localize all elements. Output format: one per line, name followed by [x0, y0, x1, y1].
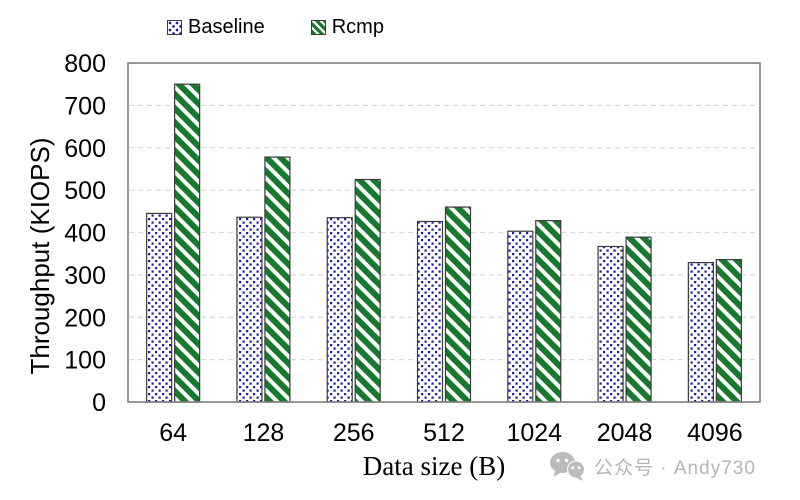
bar-rcmp-4096: [715, 259, 742, 403]
rcmp-pattern-swatch-icon: [310, 19, 326, 35]
bar-rcmp-1024: [535, 220, 562, 403]
y-tick-label: 200: [64, 304, 106, 332]
y-tick-label: 700: [64, 92, 106, 120]
y-tick-labels: 0 100 200 300 400 500 600 700 800: [64, 50, 106, 417]
y-tick-label: 0: [92, 389, 106, 417]
y-tick-label: 500: [64, 177, 106, 205]
legend-label-rcmp: Rcmp: [331, 16, 384, 38]
x-tick-label: 1024: [506, 419, 562, 447]
bar-baseline-64: [146, 212, 173, 403]
bars: [146, 83, 742, 403]
baseline-pattern-swatch-icon: [167, 19, 182, 35]
x-tick-label: 64: [159, 419, 187, 447]
y-tick-label: 800: [64, 50, 106, 78]
legend-label-baseline: Baseline: [188, 16, 265, 38]
bar-baseline-2048: [597, 245, 624, 403]
y-tick-label: 400: [64, 220, 106, 248]
wechat-icon: [550, 452, 585, 481]
x-tick-label: 512: [423, 419, 465, 447]
plot-frame: [127, 62, 761, 403]
legend-item-baseline: Baseline: [167, 17, 265, 37]
x-tick-labels: 64 128 256 512 1024 2048 4096: [159, 419, 742, 447]
gridlines: [129, 104, 759, 361]
bar-rcmp-256: [354, 178, 381, 403]
x-tick-label: 4096: [687, 419, 743, 447]
legend: Baseline Rcmp: [167, 17, 384, 37]
y-tick-label: 100: [64, 347, 106, 375]
x-tick-label: 2048: [597, 419, 653, 447]
legend-item-rcmp: Rcmp: [310, 16, 384, 38]
bar-baseline-128: [236, 216, 263, 403]
watermark-text: 公众号 · Andy730: [594, 458, 756, 479]
watermark: 公众号 · Andy730: [549, 451, 756, 482]
bar-baseline-256: [326, 217, 353, 403]
bar-baseline-1024: [507, 230, 534, 403]
y-tick-label: 300: [64, 262, 106, 290]
bar-rcmp-512: [444, 206, 472, 403]
bar-baseline-4096: [687, 261, 714, 403]
x-tick-label: 256: [333, 419, 375, 447]
bar-rcmp-64: [174, 83, 201, 403]
bar-baseline-512: [416, 220, 444, 403]
x-axis-title: Data size (B): [362, 451, 506, 481]
bar-rcmp-2048: [625, 236, 652, 403]
x-tick-label: 128: [243, 419, 285, 447]
y-tick-label: 600: [64, 135, 106, 163]
bar-rcmp-128: [264, 156, 291, 403]
